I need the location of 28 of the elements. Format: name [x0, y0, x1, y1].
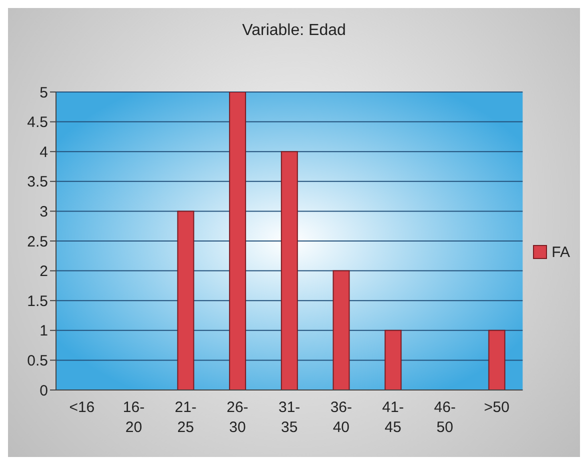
y-tick-label: 4 [40, 144, 48, 161]
y-tick-label: 3.5 [27, 174, 48, 191]
bar [229, 92, 246, 390]
chart-title: Variable: Edad [241, 21, 347, 41]
y-tick-label: 2 [40, 263, 48, 280]
y-tick-label: 4.5 [27, 114, 48, 132]
y-tick-label: 3 [40, 204, 48, 221]
y-tick-label: 0 [40, 382, 48, 400]
bar [384, 330, 402, 390]
x-tick-label: 36-40 [330, 399, 352, 436]
y-tick-label: 2.5 [27, 233, 48, 250]
y-tick-label: 0.5 [27, 352, 48, 370]
y-tick-label: 1.5 [27, 292, 48, 310]
x-tick-label: 26-30 [226, 399, 248, 436]
bar [488, 330, 506, 390]
legend-label: FA [552, 244, 570, 260]
x-tick-label: 41-45 [382, 399, 404, 436]
x-tick-label: 31-35 [278, 399, 300, 436]
x-tick-label: 21-25 [174, 399, 196, 436]
x-tick-label: 16-20 [122, 399, 145, 436]
bar [177, 210, 194, 390]
y-tick-label: 1 [40, 322, 48, 340]
y-tick-label: 5 [40, 84, 48, 102]
bar [332, 270, 350, 390]
bar [280, 151, 298, 390]
x-tick-label: >50 [484, 399, 510, 416]
x-tick-label: 46-50 [434, 399, 456, 436]
x-tick-label: <16 [69, 399, 95, 416]
